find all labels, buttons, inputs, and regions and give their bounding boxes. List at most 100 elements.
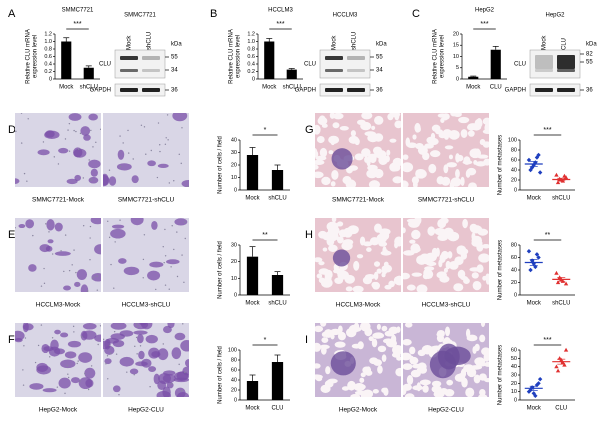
alveolus bbox=[374, 223, 382, 233]
cell bbox=[84, 367, 96, 379]
alveolus bbox=[381, 387, 388, 393]
panel-label: C bbox=[412, 8, 420, 20]
chart-title: HepG2 bbox=[475, 8, 495, 14]
band bbox=[557, 69, 575, 72]
alveolus bbox=[473, 374, 481, 384]
alveolus bbox=[467, 130, 475, 137]
alveolus bbox=[455, 153, 460, 163]
alveolus bbox=[429, 150, 441, 158]
alveolus bbox=[371, 125, 376, 130]
error-bar bbox=[288, 68, 295, 70]
pore bbox=[75, 271, 77, 274]
alveolus bbox=[462, 160, 473, 165]
cell bbox=[108, 176, 117, 186]
cell bbox=[58, 377, 71, 389]
micrograph-caption: HepG2-Mock bbox=[39, 407, 78, 414]
cell bbox=[110, 228, 126, 239]
alveolus bbox=[448, 154, 454, 160]
error-bar bbox=[266, 38, 273, 42]
micrograph bbox=[103, 218, 189, 292]
pore bbox=[108, 236, 111, 239]
alveolus bbox=[344, 274, 355, 284]
x-tick-label: Mock bbox=[59, 85, 74, 91]
alveolus bbox=[354, 390, 367, 395]
cell bbox=[15, 338, 23, 343]
alveolus bbox=[348, 165, 359, 171]
alveolus bbox=[359, 236, 366, 246]
alveolus bbox=[395, 367, 401, 377]
alveolus bbox=[449, 180, 455, 187]
alveolus bbox=[320, 346, 327, 355]
alveolus bbox=[481, 347, 489, 356]
cell bbox=[176, 391, 189, 397]
pore bbox=[173, 180, 175, 182]
alveolus bbox=[325, 366, 331, 375]
alveolus bbox=[412, 363, 422, 369]
alveolus bbox=[444, 326, 451, 337]
micrograph bbox=[15, 218, 101, 292]
pore bbox=[184, 371, 186, 374]
pore bbox=[67, 373, 69, 375]
pore bbox=[142, 258, 145, 261]
pore bbox=[96, 275, 98, 277]
alveolus bbox=[403, 180, 409, 187]
pore bbox=[135, 336, 138, 339]
pore bbox=[178, 153, 180, 156]
bar bbox=[490, 49, 501, 79]
pore bbox=[118, 394, 120, 396]
pore bbox=[64, 392, 66, 395]
pore bbox=[159, 144, 161, 146]
alveolus bbox=[377, 345, 387, 353]
alveolus bbox=[474, 118, 483, 129]
alveolus bbox=[390, 334, 397, 344]
data-point bbox=[555, 180, 561, 185]
pore bbox=[137, 325, 139, 328]
cell bbox=[82, 330, 97, 340]
alveolus bbox=[425, 252, 437, 262]
panel-label: G bbox=[305, 124, 314, 136]
y-tick-label: 0 bbox=[49, 76, 52, 82]
alveolus bbox=[315, 363, 321, 369]
significance-label: *** bbox=[543, 337, 551, 344]
data-point bbox=[537, 170, 543, 175]
cell bbox=[76, 269, 88, 280]
cell bbox=[151, 220, 158, 230]
alveolus bbox=[387, 113, 394, 121]
alveolus bbox=[446, 162, 457, 168]
pore bbox=[162, 343, 164, 345]
pore bbox=[181, 390, 183, 392]
alveolus bbox=[478, 253, 489, 263]
pore bbox=[164, 228, 166, 231]
error-bar bbox=[529, 385, 538, 391]
cell bbox=[74, 281, 81, 288]
alveolus bbox=[316, 273, 323, 279]
bar bbox=[61, 41, 72, 79]
cell bbox=[119, 356, 134, 367]
y-tick-label: 20 bbox=[511, 381, 517, 387]
cell bbox=[88, 159, 101, 169]
alveolus bbox=[422, 152, 430, 161]
pore bbox=[72, 325, 75, 328]
alveolus bbox=[444, 145, 454, 150]
y-tick-label: 60 bbox=[511, 255, 517, 261]
alveolus bbox=[403, 162, 414, 173]
kda-marker: 82 bbox=[586, 52, 593, 58]
blot-title: HCCLM3 bbox=[333, 13, 358, 19]
pore bbox=[184, 221, 186, 223]
pore bbox=[51, 337, 54, 339]
micrograph bbox=[315, 323, 401, 397]
y-tick-label: 1.0 bbox=[44, 39, 52, 45]
pore bbox=[23, 172, 26, 175]
cell bbox=[174, 218, 188, 226]
pore bbox=[140, 124, 143, 126]
pore bbox=[162, 246, 164, 248]
pore bbox=[176, 275, 179, 278]
micrograph-caption: HCCLM3-Mock bbox=[36, 302, 81, 309]
bar bbox=[271, 275, 284, 295]
pore bbox=[134, 345, 136, 348]
cell bbox=[111, 224, 125, 229]
alveolus bbox=[411, 272, 423, 277]
alveolus bbox=[321, 176, 331, 186]
pore bbox=[168, 182, 171, 184]
alveolus bbox=[315, 159, 325, 166]
